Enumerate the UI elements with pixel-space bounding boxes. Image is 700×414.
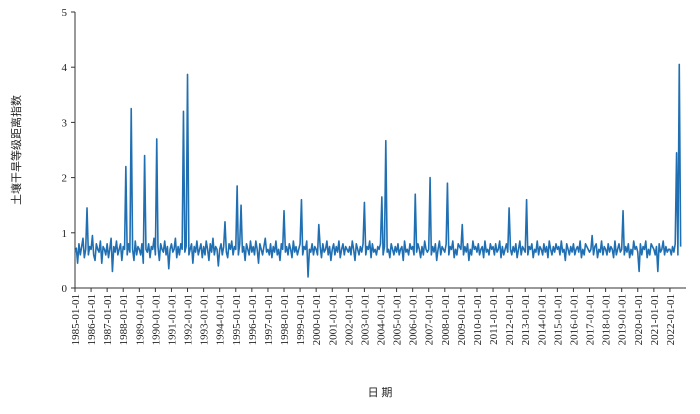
x-tick-label: 1989-01-01 (134, 294, 146, 345)
y-tick-label: 5 (62, 7, 68, 19)
data-line (74, 63, 682, 278)
x-tick-label: 2011-01-01 (488, 294, 500, 345)
x-tick-label: 1997-01-01 (263, 294, 275, 345)
x-tick-label: 1990-01-01 (150, 294, 162, 345)
x-tick-label: 2003-01-01 (359, 294, 371, 345)
x-tick-label: 2005-01-01 (392, 294, 404, 345)
x-tick-label: 2006-01-01 (408, 294, 420, 345)
x-tick-label: 2000-01-01 (311, 294, 323, 345)
x-tick-label: 2021-01-01 (649, 294, 661, 345)
x-tick-label: 1995-01-01 (231, 294, 243, 345)
x-tick-label: 2002-01-01 (343, 294, 355, 345)
x-tick-label: 2010-01-01 (472, 294, 484, 345)
x-tick-label: 2014-01-01 (536, 294, 548, 345)
x-tick-label: 2018-01-01 (601, 294, 613, 345)
y-axis-title: 土壤干旱等级距离指数 (9, 95, 23, 205)
x-tick-label: 1986-01-01 (86, 294, 98, 345)
x-tick-label: 2012-01-01 (504, 294, 516, 345)
x-tick-label: 2020-01-01 (633, 294, 645, 345)
x-tick-label: 2009-01-01 (456, 294, 468, 345)
x-tick-label: 1993-01-01 (199, 294, 211, 345)
x-tick-label: 1998-01-01 (279, 294, 291, 345)
y-tick-label: 0 (62, 283, 68, 295)
x-tick-label: 2022-01-01 (665, 294, 677, 345)
x-axis-title: 日 期 (368, 386, 393, 399)
x-tick-label: 1994-01-01 (215, 294, 227, 345)
y-tick-label: 2 (62, 173, 68, 185)
x-tick-label: 2007-01-01 (424, 294, 436, 345)
x-tick-label: 1996-01-01 (247, 294, 259, 345)
x-tick-label: 2015-01-01 (552, 294, 564, 345)
x-tick-label: 2001-01-01 (327, 294, 339, 345)
y-tick-label: 4 (62, 62, 68, 74)
x-tick-label: 2008-01-01 (440, 294, 452, 345)
x-tick-label: 2013-01-01 (520, 294, 532, 345)
y-tick-label: 3 (62, 117, 68, 129)
x-tick-label: 1987-01-01 (102, 294, 114, 345)
y-tick-label: 1 (62, 228, 68, 240)
x-tick-label: 1991-01-01 (166, 294, 178, 345)
x-tick-label: 2017-01-01 (585, 294, 597, 345)
x-tick-label: 1985-01-01 (70, 294, 82, 345)
x-tick-label: 1992-01-01 (183, 294, 195, 345)
x-tick-label: 2004-01-01 (375, 294, 387, 345)
x-tick-label: 2016-01-01 (568, 294, 580, 345)
x-tick-label: 1988-01-01 (118, 294, 130, 345)
x-tick-label: 2019-01-01 (617, 294, 629, 345)
x-tick-label: 1999-01-01 (295, 294, 307, 345)
